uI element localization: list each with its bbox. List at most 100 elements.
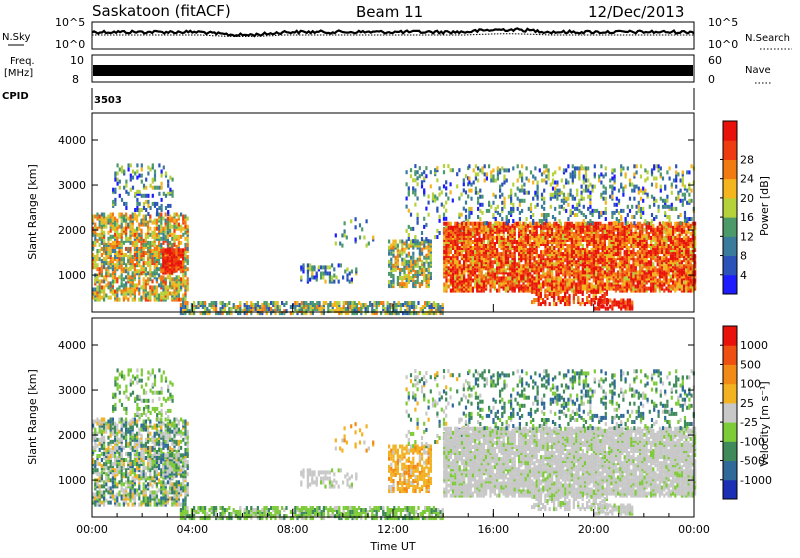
power-cell — [575, 229, 578, 234]
power-cell — [447, 278, 450, 283]
power-cell — [394, 255, 397, 260]
power-cell — [162, 240, 165, 245]
power-cell — [147, 220, 150, 225]
power-cell — [665, 227, 668, 232]
power-cell — [465, 256, 468, 261]
power-cell — [120, 232, 123, 237]
power-cell — [471, 256, 474, 261]
power-cell — [160, 263, 163, 268]
power-cell — [469, 256, 472, 261]
power-cell — [177, 248, 180, 253]
power-cell — [480, 244, 483, 248]
power-cell — [500, 235, 503, 240]
power-cell — [452, 272, 455, 277]
power-cell — [171, 281, 174, 286]
power-cell — [559, 282, 562, 287]
power-cell — [435, 303, 438, 307]
power-cell — [465, 268, 468, 273]
power-cell — [168, 262, 171, 267]
power-cell — [542, 250, 545, 255]
power-cell — [551, 248, 554, 253]
power-cell — [630, 286, 633, 291]
power-cell — [658, 286, 661, 291]
power-cell — [442, 170, 446, 175]
power-cell — [639, 229, 642, 234]
power-cell — [144, 214, 147, 219]
power-cell — [127, 255, 130, 259]
power-cell — [193, 311, 196, 316]
power-cell — [98, 216, 101, 221]
date-title: 12/Dec/2013 — [588, 3, 684, 21]
power-cell — [243, 311, 246, 316]
power-cell — [127, 246, 130, 251]
power-cell — [270, 307, 273, 311]
power-cell — [454, 256, 457, 261]
power-cell — [566, 244, 569, 248]
power-cell — [652, 278, 655, 283]
power-cell — [131, 232, 134, 237]
power-cell — [160, 242, 163, 247]
power-cell — [584, 229, 587, 234]
power-cell — [407, 186, 410, 191]
power-cell — [643, 233, 646, 238]
power-cell — [177, 222, 180, 227]
power-cell — [263, 301, 266, 305]
power-cell — [120, 212, 123, 217]
power-cell — [142, 281, 145, 286]
power-cell — [614, 233, 617, 238]
power-cell — [476, 268, 479, 273]
power-cell — [584, 231, 587, 236]
power-cell — [420, 231, 424, 235]
power-cell — [241, 309, 244, 314]
power-cell — [114, 177, 117, 182]
power-cell — [320, 305, 323, 309]
power-cell — [478, 286, 481, 291]
power-cell — [147, 193, 150, 198]
power-cell — [610, 240, 613, 244]
power-cell — [570, 262, 573, 267]
power-cell — [469, 270, 472, 275]
power-cell — [151, 163, 154, 168]
power-cell — [471, 231, 474, 236]
power-cell — [94, 279, 97, 284]
power-cell — [535, 278, 538, 283]
power-cell — [522, 286, 525, 291]
power-cell — [138, 232, 141, 237]
power-cell — [617, 223, 620, 228]
power-cell — [471, 270, 474, 275]
power-cell — [425, 166, 428, 171]
power-cell — [474, 221, 477, 226]
power-cell — [311, 311, 314, 316]
power-cell — [144, 287, 147, 292]
power-cell — [96, 279, 99, 284]
power-cell — [555, 262, 558, 267]
power-cell — [537, 223, 540, 228]
power-cell — [575, 223, 578, 228]
power-cell — [118, 265, 121, 270]
power-cell — [201, 301, 204, 305]
power-cell — [129, 177, 132, 182]
power-cell — [162, 252, 165, 257]
power-cell — [641, 288, 644, 293]
power-cell — [118, 297, 121, 302]
power-cell — [555, 270, 558, 275]
power-cell — [467, 250, 470, 255]
power-cell — [663, 256, 666, 261]
power-cell — [590, 262, 593, 267]
power-cell — [149, 167, 152, 172]
power-cell — [122, 216, 125, 221]
power-cell — [184, 301, 187, 305]
power-cell — [634, 231, 637, 236]
power-cell — [588, 286, 591, 291]
power-cell — [105, 267, 108, 272]
power-cell — [665, 264, 668, 269]
power-cell — [592, 248, 595, 253]
power-cell — [623, 256, 626, 261]
power-cell — [122, 287, 125, 292]
power-cell — [487, 240, 490, 244]
power-cell — [134, 191, 137, 196]
power-cell — [245, 309, 248, 314]
power-cell — [388, 239, 391, 244]
power-cell — [658, 250, 661, 255]
power-cell — [511, 270, 514, 275]
